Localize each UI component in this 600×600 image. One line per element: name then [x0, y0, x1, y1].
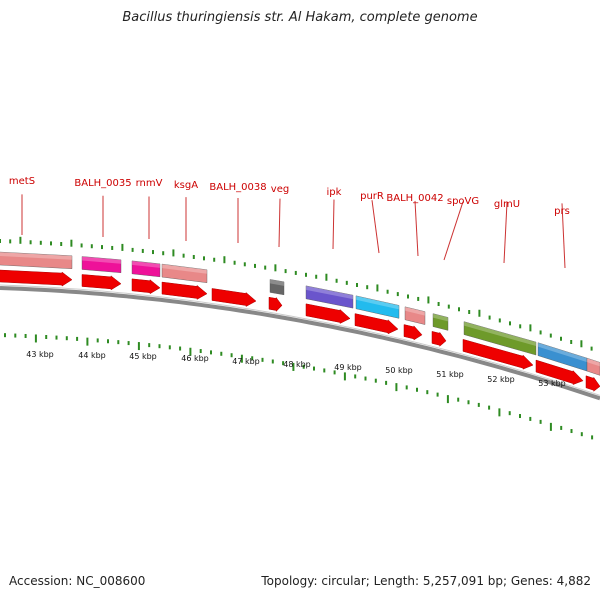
cds-arrow	[403, 324, 423, 341]
gene-label-purR: purR	[360, 191, 384, 202]
cds-track	[0, 269, 600, 392]
kbp-label: 47 kbp	[232, 357, 260, 366]
gene-label-ksgA: ksgA	[174, 180, 198, 191]
cds-arrow	[462, 339, 534, 370]
backbone-line	[0, 286, 600, 401]
kbp-label: 50 kbp	[385, 366, 413, 375]
genome-summary-text: Topology: circular; Length: 5,257,091 bp…	[261, 574, 591, 588]
kbp-label: 53 kbp	[538, 379, 566, 388]
gene-label-spoVG: spoVG	[447, 196, 479, 207]
label-leader	[503, 202, 508, 264]
feature-block	[161, 263, 208, 283]
kbp-label: 43 kbp	[26, 350, 54, 359]
feature-block	[355, 295, 400, 319]
cds-arrow	[585, 375, 600, 392]
feature-highlight	[132, 260, 160, 268]
feature-highlight	[270, 279, 284, 286]
gene-label-metS: metS	[9, 176, 35, 187]
gene-label-prs: prs	[554, 206, 570, 217]
cds-arrow	[211, 288, 257, 307]
cds-arrow	[354, 313, 399, 335]
kbp-label: 45 kbp	[129, 352, 157, 361]
feature-block	[81, 256, 122, 273]
gene-label-rnmV: rnmV	[136, 178, 163, 189]
feature-highlight	[538, 342, 587, 363]
feature-highlight	[464, 321, 536, 347]
kbp-scale-labels: 43 kbp 44 kbp 45 kbp 46 kbp 47 kbp 48 kb…	[26, 350, 566, 388]
cds-arrow	[305, 303, 351, 324]
feature-block	[269, 279, 285, 296]
outer-tick-ring	[0, 236, 593, 351]
gene-label-ipk: ipk	[327, 187, 342, 198]
feature-highlight	[587, 358, 600, 367]
backbone-highlight	[0, 284, 600, 396]
feature-highlight	[82, 256, 121, 264]
gene-labels: metS BALH_0035 rnmV ksgA BALH_0038 veg i…	[9, 176, 570, 217]
kbp-label: 48 kbp	[283, 360, 311, 369]
cds-arrow	[131, 278, 161, 295]
cds-arrow	[535, 359, 584, 385]
gene-label-leaders	[21, 194, 566, 269]
feature-block	[404, 306, 426, 325]
gene-label-glmU: glmU	[494, 199, 520, 210]
feature-block	[305, 285, 354, 309]
label-leader	[332, 199, 335, 250]
genome-backbone	[0, 284, 600, 401]
label-leader	[443, 201, 464, 261]
feature-highlight	[405, 306, 425, 316]
feature-block	[432, 313, 449, 331]
kbp-label: 52 kbp	[487, 375, 515, 384]
kbp-label: 44 kbp	[78, 351, 106, 360]
cds-arrow	[431, 331, 447, 347]
genome-title: Bacillus thuringiensis str. Al Hakam, co…	[122, 10, 478, 25]
kbp-label: 46 kbp	[181, 354, 209, 363]
cds-arrow	[161, 281, 208, 300]
label-leader	[414, 200, 419, 257]
inner-tick-ring	[4, 333, 594, 440]
accession-text: Accession: NC_008600	[9, 574, 146, 588]
feature-track	[0, 251, 600, 376]
feature-highlight	[433, 313, 448, 322]
label-leader	[371, 200, 380, 254]
feature-highlight	[356, 295, 399, 310]
feature-highlight	[162, 264, 207, 274]
gene-label-BALH_0042: BALH_0042	[386, 193, 443, 204]
feature-highlight	[306, 285, 353, 300]
feature-block	[0, 251, 73, 269]
label-leader	[561, 203, 566, 269]
gene-label-BALH_0035: BALH_0035	[74, 178, 131, 189]
feature-block	[586, 357, 600, 376]
label-leader	[278, 198, 281, 248]
cds-arrow	[0, 269, 73, 287]
kbp-label: 51 kbp	[436, 370, 464, 379]
cds-arrow	[81, 274, 122, 291]
feature-block	[131, 260, 161, 278]
feature-highlight	[0, 252, 72, 260]
feature-block	[463, 321, 537, 356]
cds-arrow	[268, 296, 283, 313]
gene-label-veg: veg	[271, 184, 289, 195]
gene-label-BALH_0038: BALH_0038	[209, 182, 266, 193]
kbp-label: 49 kbp	[334, 363, 362, 372]
